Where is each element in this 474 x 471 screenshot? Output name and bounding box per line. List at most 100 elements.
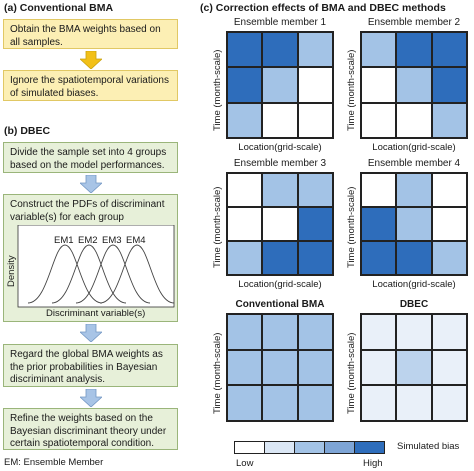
bma-step-2: Ignore the spatiotemporal variations of … xyxy=(3,70,178,101)
panel-ylabel: Time (month-scale) xyxy=(346,187,357,268)
dbec-step-4-text: Refine the weights based on the Bayesian… xyxy=(10,413,166,449)
heatmap-cell xyxy=(298,103,333,138)
pdf-ylabel: Density xyxy=(6,255,17,287)
panel-title-em4: Ensemble member 4 xyxy=(359,158,469,169)
heatmap-cell xyxy=(262,32,297,67)
down-arrow-icon xyxy=(80,175,102,193)
heatmap-cell xyxy=(361,67,396,102)
heatmap-cell xyxy=(361,314,396,350)
legend-swatch xyxy=(234,441,265,454)
pdf-label-em2: EM2 xyxy=(78,235,98,246)
heatmap-cell xyxy=(396,67,431,102)
dbec-step-1: Divide the sample set into 4 groups base… xyxy=(3,142,178,173)
heatmap-cell xyxy=(262,314,297,350)
bma-step-2-text: Ignore the spatiotemporal variations of … xyxy=(10,75,169,99)
heatmap-cell xyxy=(432,350,467,386)
bma-step-1: Obtain the BMA weights based on all samp… xyxy=(3,19,178,49)
heatmap-cell xyxy=(298,241,333,275)
dbec-step-2-text: Construct the PDFs of discriminant varia… xyxy=(10,199,165,223)
heatmap-cell xyxy=(361,350,396,386)
heatmap-cell xyxy=(396,350,431,386)
panel-xlabel: Location(grid-scale) xyxy=(360,279,468,290)
heatmap-cell xyxy=(432,32,467,67)
panel-title-em1: Ensemble member 1 xyxy=(225,17,335,28)
down-arrow-icon xyxy=(80,51,102,69)
heatmap-em4 xyxy=(360,172,468,276)
legend-high: High xyxy=(363,458,383,469)
heatmap-cell xyxy=(361,207,396,241)
heatmap-cell xyxy=(298,32,333,67)
pdf-label-em4: EM4 xyxy=(126,235,146,246)
heatmap-cell xyxy=(432,385,467,421)
heatmap-cell xyxy=(298,173,333,207)
heatmap-cell xyxy=(262,241,297,275)
heatmap-cell xyxy=(298,67,333,102)
heatmap-cell xyxy=(298,385,333,421)
legend-label: Simulated bias xyxy=(397,441,459,452)
panel-title-bma: Conventional BMA xyxy=(225,299,335,310)
heatmap-em2 xyxy=(360,31,468,139)
heatmap-cell xyxy=(396,173,431,207)
heatmap-cell xyxy=(396,103,431,138)
panel-ylabel: Time (month-scale) xyxy=(346,50,357,131)
heatmap-cell xyxy=(298,314,333,350)
heatmap-cell xyxy=(227,385,262,421)
pdf-label-em3: EM3 xyxy=(102,235,122,246)
legend-swatch xyxy=(294,441,325,454)
heatmap-cell xyxy=(396,385,431,421)
heatmap-cell xyxy=(227,241,262,275)
heatmap-cell xyxy=(396,32,431,67)
heatmap-cell xyxy=(361,32,396,67)
panel-xlabel: Location(grid-scale) xyxy=(226,142,334,153)
heatmap-em1 xyxy=(226,31,334,139)
heatmap-em3 xyxy=(226,172,334,276)
legend-swatch xyxy=(264,441,295,454)
panel-title-em2: Ensemble member 2 xyxy=(359,17,469,28)
heatmap-cell xyxy=(361,385,396,421)
bma-step-1-text: Obtain the BMA weights based on all samp… xyxy=(10,24,161,48)
heatmap-cell xyxy=(361,103,396,138)
legend-low: Low xyxy=(236,458,253,469)
heatmap-cell xyxy=(262,385,297,421)
dbec-step-3: Regard the global BMA weights as the pri… xyxy=(3,344,178,387)
heatmap-dbec xyxy=(360,313,468,422)
heatmap-cell xyxy=(262,350,297,386)
heatmap-cell xyxy=(262,173,297,207)
panel-title-dbec: DBEC xyxy=(359,299,469,310)
dbec-step-4: Refine the weights based on the Bayesian… xyxy=(3,408,178,450)
footnote: EM: Ensemble Member xyxy=(4,457,103,468)
section-b-title: (b) DBEC xyxy=(4,125,50,137)
down-arrow-icon xyxy=(80,324,102,342)
heatmap-cell xyxy=(432,103,467,138)
heatmap-cell xyxy=(396,207,431,241)
heatmap-cell xyxy=(227,207,262,241)
heatmap-cell xyxy=(432,207,467,241)
heatmap-cell xyxy=(227,350,262,386)
heatmap-cell xyxy=(262,207,297,241)
pdf-plot: EM1 EM2 EM3 EM4 Density Discriminant var… xyxy=(8,225,176,320)
pdf-xlabel: Discriminant variable(s) xyxy=(46,308,145,319)
down-arrow-icon xyxy=(80,389,102,407)
heatmap-cell xyxy=(361,173,396,207)
panel-xlabel: Location(grid-scale) xyxy=(226,279,334,290)
heatmap-cell xyxy=(396,241,431,275)
heatmap-cell xyxy=(298,207,333,241)
heatmap-cell xyxy=(227,173,262,207)
dbec-step-3-text: Regard the global BMA weights as the pri… xyxy=(10,349,163,385)
heatmap-cell xyxy=(396,314,431,350)
section-a-title: (a) Conventional BMA xyxy=(4,2,113,14)
heatmap-cell xyxy=(361,241,396,275)
heatmap-cell xyxy=(227,32,262,67)
heatmap-cell xyxy=(298,350,333,386)
panel-xlabel: Location(grid-scale) xyxy=(360,142,468,153)
heatmap-cell xyxy=(262,103,297,138)
pdf-label-em1: EM1 xyxy=(54,235,74,246)
dbec-step-1-text: Divide the sample set into 4 groups base… xyxy=(10,147,166,171)
heatmap-cell xyxy=(432,173,467,207)
heatmap-cell xyxy=(227,314,262,350)
panel-ylabel: Time (month-scale) xyxy=(346,333,357,414)
panel-ylabel: Time (month-scale) xyxy=(212,50,223,131)
heatmap-cell xyxy=(432,314,467,350)
heatmap-cell xyxy=(432,67,467,102)
panel-ylabel: Time (month-scale) xyxy=(212,333,223,414)
